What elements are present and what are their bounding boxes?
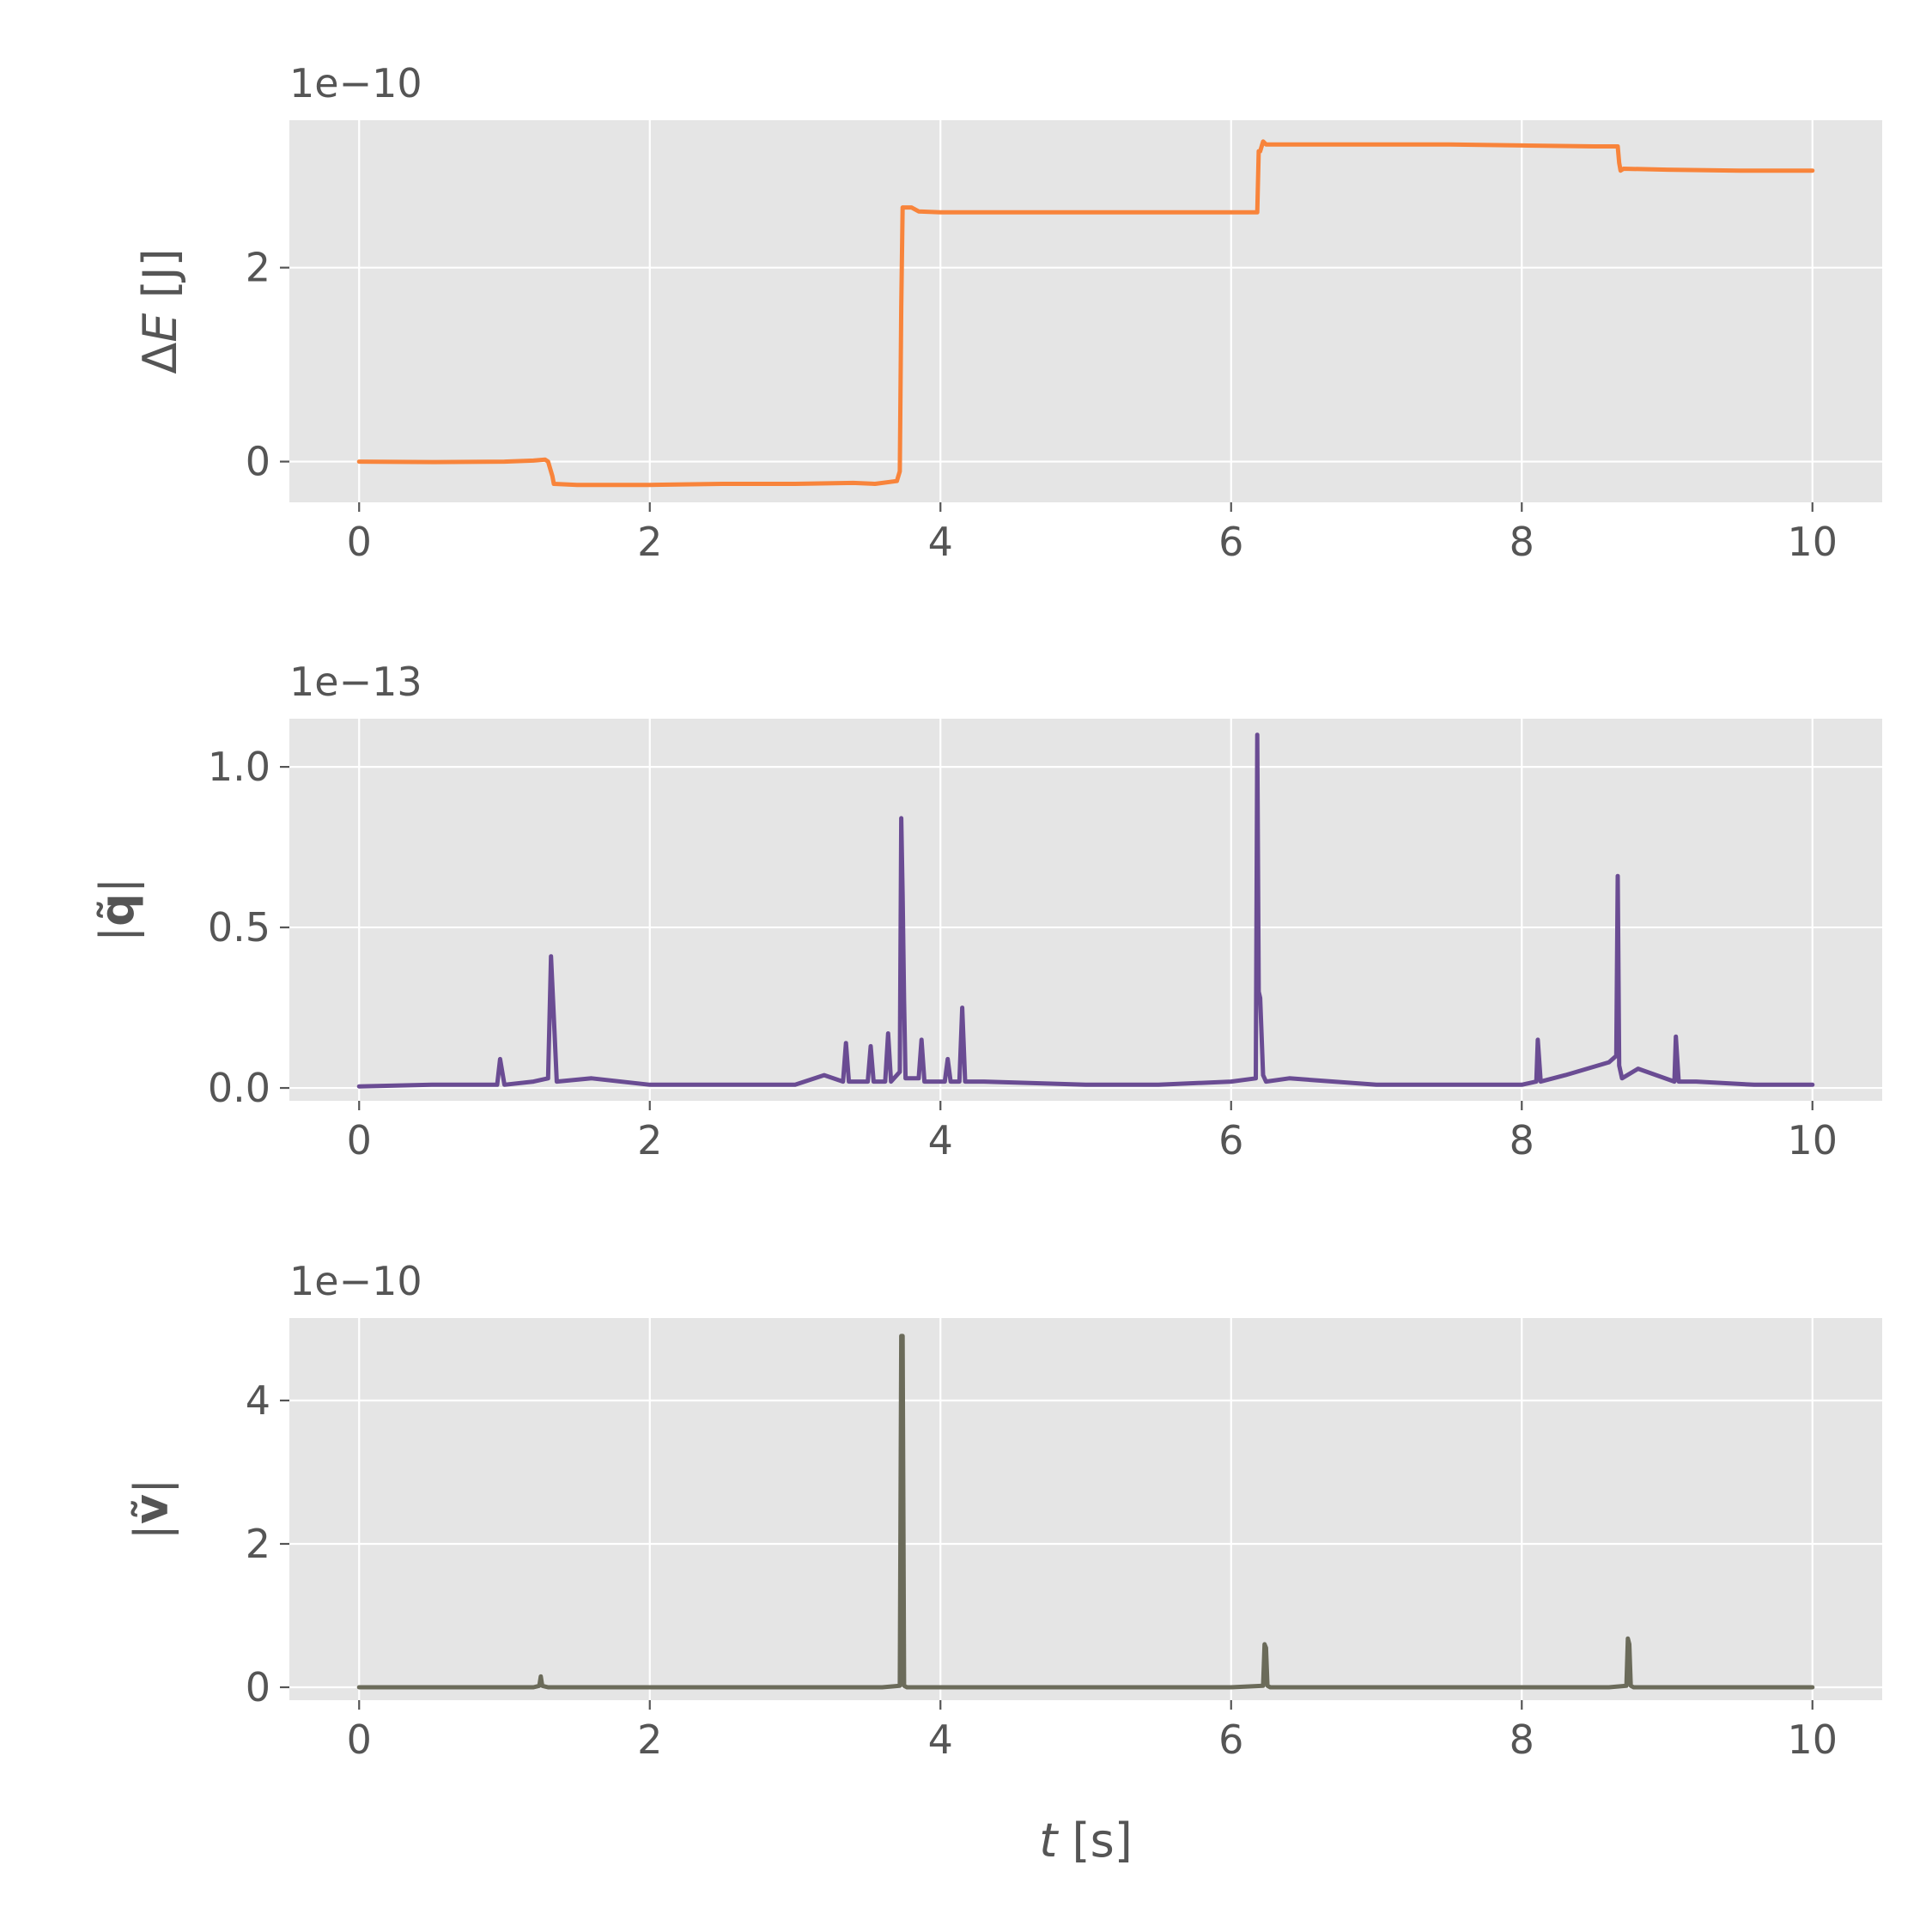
panel-1-x-tick-label: 10 [1787,519,1838,565]
panel-1-background [289,120,1882,502]
panel-3-x-tick-label: 2 [637,1716,662,1763]
panel-3-x-tick-label: 4 [928,1716,953,1763]
panel-1: 0 2 4 6 8 10 0 2 1e−10 ΔE [J] [133,60,1882,565]
panel-2-x-tick-label: 8 [1510,1117,1534,1163]
panel-2: 0 2 4 6 8 10 0.0 0.5 1.0 1e−13 |q̃| [90,659,1882,1163]
panel-3-x-tick-label: 8 [1510,1716,1534,1763]
panel-2-x-tick-label: 10 [1787,1117,1838,1163]
panel-1-x-tick-label: 2 [637,519,662,565]
panel-3-x-tick-label: 6 [1218,1716,1243,1763]
panel-2-y-tick-label: 0.0 [208,1065,270,1111]
panel-2-y-tick-label: 1.0 [208,744,270,790]
panel-1-x-tick-label: 4 [928,519,953,565]
panel-1-y-tick-label: 0 [246,439,270,485]
panel-2-x-tick-label: 4 [928,1117,953,1163]
panel-3-x-tick-label: 10 [1787,1716,1838,1763]
panel-2-x-tick-label: 2 [637,1117,662,1163]
panel-1-x-tick-label: 0 [347,519,372,565]
panel-3-x-tick-label: 0 [347,1716,372,1763]
panel-2-x-tick-label: 0 [347,1117,372,1163]
panel-1-x-tick-label: 6 [1218,519,1243,565]
panel-2-offset-text: 1e−13 [289,659,422,705]
panel-3-series-line [356,1334,1815,1690]
panel-1-x-tick-label: 8 [1510,519,1534,565]
panel-2-series-line [356,732,1815,1089]
panel-1-series-line [356,139,1815,488]
panel-3-y-axis-label: |ṽ| [125,1479,179,1540]
panel-3-offset-text: 1e−10 [289,1258,422,1304]
panel-2-x-tick-label: 6 [1218,1117,1243,1163]
panel-1-y-axis-label: ΔE [J] [133,248,187,374]
panel-2-y-axis-label: |q̃| [90,878,144,942]
panel-2-background [289,719,1882,1101]
panel-3-background [289,1318,1882,1700]
panel-1-y-tick-label: 2 [246,245,270,291]
panel-3: 0 2 4 6 8 10 0 2 4 1e−10 |ṽ| t [s] [125,1258,1882,1868]
panel-3-y-tick-label: 4 [246,1377,270,1424]
panel-3-x-axis-label: t [s] [1039,1814,1133,1868]
panel-1-offset-text: 1e−10 [289,60,422,106]
panel-2-y-tick-label: 0.5 [208,904,270,951]
panel-3-y-tick-label: 2 [246,1521,270,1567]
panel-3-y-tick-label: 0 [246,1664,270,1710]
